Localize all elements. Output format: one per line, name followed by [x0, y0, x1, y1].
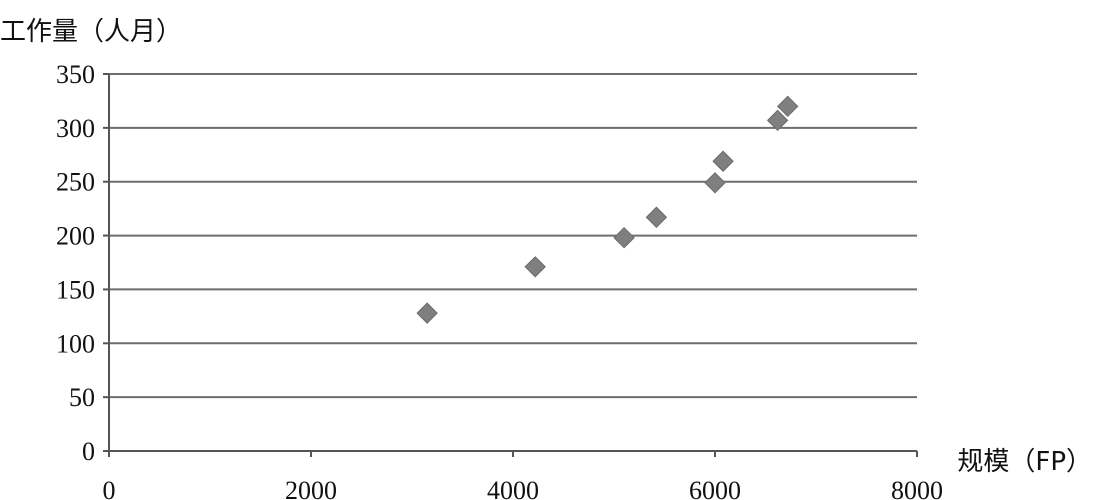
data-point: [712, 150, 734, 172]
data-points: [416, 95, 799, 324]
y-axis-title: 工作量（人月）: [0, 17, 182, 47]
data-point: [645, 206, 668, 228]
y-tick-label: 350: [56, 60, 95, 89]
y-tick-labels: 0 50 100 150 200 250 300 350: [56, 60, 95, 466]
y-tick-label: 250: [56, 168, 95, 197]
x-tick-label: 6000: [689, 476, 741, 500]
data-point: [416, 302, 438, 324]
y-tick-label: 100: [56, 329, 95, 358]
x-tick-label: 8000: [891, 476, 943, 500]
gridlines: [109, 73, 917, 399]
x-tick-label: 2000: [285, 476, 337, 500]
x-tick-label: 4000: [487, 476, 539, 500]
data-point: [524, 256, 546, 278]
y-tick-label: 150: [56, 275, 95, 304]
data-point: [704, 172, 726, 194]
data-point: [766, 109, 789, 132]
data-point: [777, 95, 799, 118]
x-tick-labels: 0 2000 4000 6000 8000: [103, 476, 944, 500]
x-axis-title: 规模（FP）: [957, 447, 1092, 477]
x-tick-label: 0: [103, 476, 116, 500]
y-tick-label: 200: [56, 222, 95, 251]
y-tick-label: 300: [56, 114, 95, 143]
axes: [103, 73, 918, 457]
data-point: [613, 227, 635, 249]
y-tick-label: 50: [69, 383, 95, 412]
y-tick-label: 0: [82, 437, 95, 466]
